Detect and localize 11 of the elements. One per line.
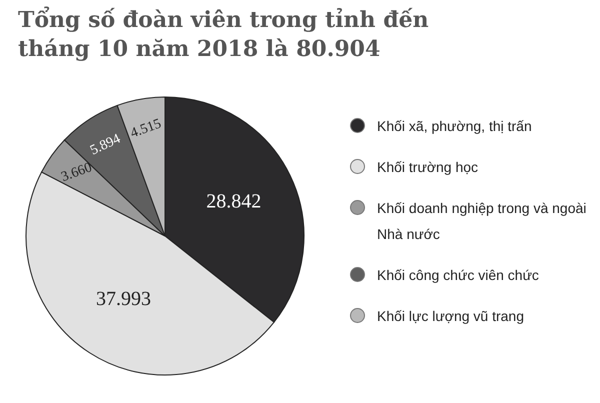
data-label: 28.842 — [206, 190, 262, 212]
legend-label: Khối doanh nghiệp trong và ngoài Nhà nước — [377, 199, 588, 244]
data-label: 37.993 — [96, 288, 152, 310]
chart-title: Tổng số đoàn viên trong tỉnh đến tháng 10 năm 2018 là 80.904 — [18, 6, 430, 64]
data-label: 3.660 — [59, 160, 94, 186]
legend-label: Khối công chức viên chức — [377, 266, 539, 285]
legend-label: Khối lực lượng vũ trang — [377, 307, 524, 326]
legend-label: Khối xã, phường, thị trấn — [377, 117, 532, 136]
legend-label: Khối trường học — [377, 158, 478, 177]
data-label: 5.894 — [88, 132, 123, 158]
data-label: 4.515 — [128, 116, 164, 142]
